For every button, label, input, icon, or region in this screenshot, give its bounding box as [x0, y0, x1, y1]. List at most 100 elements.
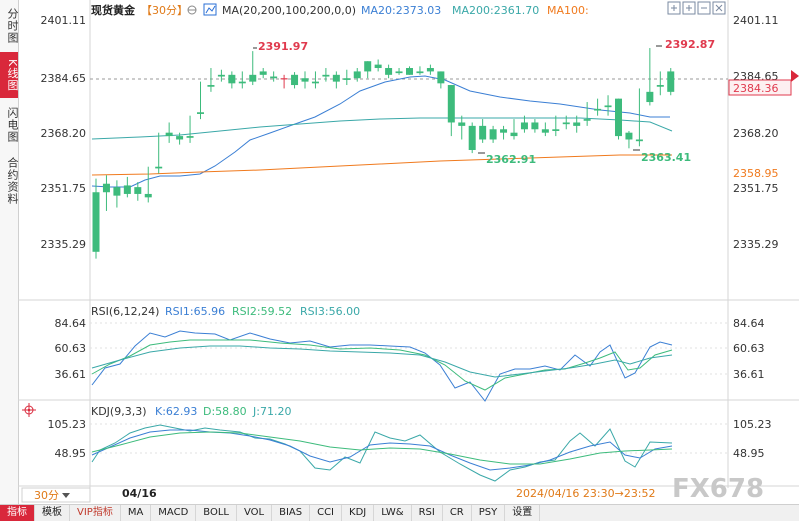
kdj-k-line — [91, 429, 673, 471]
candle — [385, 64, 393, 79]
candle — [186, 115, 194, 143]
candle — [635, 88, 643, 147]
tab-templates[interactable]: 模板 — [35, 505, 70, 521]
candle-body — [479, 125, 487, 140]
tab-macd[interactable]: MACD — [151, 505, 197, 521]
candle — [500, 125, 508, 140]
ma200-value: MA200:2361.70 — [452, 4, 539, 17]
tab-rsi[interactable]: RSI — [412, 505, 443, 521]
candle-body — [92, 192, 100, 252]
scroll-right-icon[interactable] — [791, 70, 799, 82]
candle-body — [280, 78, 288, 80]
kdj-title: KDJ(9,3,3) — [91, 405, 147, 418]
low-marker-2: 2363.41 — [633, 149, 691, 164]
candle-body — [301, 78, 309, 82]
period-selector[interactable] — [21, 487, 91, 503]
candle-body — [249, 74, 257, 82]
candle — [520, 115, 528, 133]
candle — [144, 166, 152, 203]
candle-body — [144, 193, 152, 198]
candle-body — [238, 81, 246, 84]
candle — [249, 51, 257, 86]
rsi1-value: RSI1:65.96 — [165, 305, 225, 318]
candle-body — [594, 108, 602, 111]
candle-body — [364, 61, 372, 72]
candle-body — [437, 71, 445, 84]
tab-settings[interactable]: 设置 — [505, 505, 541, 521]
rsi3-value: RSI3:56.00 — [300, 305, 360, 318]
candle — [667, 68, 675, 96]
indicator-config-icon[interactable] — [203, 3, 217, 16]
candle — [416, 66, 424, 75]
candle-body — [406, 68, 413, 75]
kdj-tick-right: 105.23 — [733, 418, 772, 431]
candle-body — [416, 71, 424, 74]
candle — [395, 68, 403, 75]
candle-body — [667, 71, 675, 92]
candle-body — [520, 122, 528, 130]
candle — [270, 71, 278, 82]
chevron-down-icon[interactable] — [62, 493, 70, 498]
sidebar-item-kline[interactable]: K线图 — [0, 52, 19, 98]
candle-body — [113, 187, 121, 196]
rsi-tick-right: 84.64 — [733, 317, 765, 330]
price-tick-right: 2335.29 — [733, 238, 779, 251]
tab-ma[interactable]: MA — [121, 505, 152, 521]
candle-body — [291, 74, 299, 86]
candle-body — [197, 112, 204, 114]
tab-indicators[interactable]: 指标 — [0, 505, 35, 521]
ma100-line — [91, 154, 672, 176]
sidebar-item-contract-info[interactable]: 合约资料 — [6, 157, 19, 205]
candle-body — [270, 76, 278, 79]
candle — [322, 68, 330, 82]
period-label: 【30分】 — [141, 4, 188, 17]
time-range-label: 2024/04/16 23:30→23:52 — [516, 487, 656, 500]
tab-lwr[interactable]: LW& — [374, 505, 412, 521]
candle — [541, 122, 549, 137]
candle-body — [102, 183, 110, 193]
price-tick-right: 2368.20 — [733, 127, 779, 140]
rsi-tick-right: 36.61 — [733, 368, 765, 381]
tab-vip-indicators[interactable]: VIP指标 — [70, 505, 121, 521]
rsi-title: RSI(6,12,24) — [91, 305, 159, 318]
sidebar-item-flash[interactable]: 闪电图 — [6, 107, 19, 143]
rsi-tick-left: 84.64 — [55, 317, 87, 330]
tab-kdj[interactable]: KDJ — [342, 505, 375, 521]
crosshair-icon[interactable] — [22, 403, 36, 417]
kdj-j-line — [91, 424, 673, 482]
candle-body — [322, 74, 330, 77]
candle — [426, 64, 434, 75]
candle — [437, 71, 445, 89]
tab-psy[interactable]: PSY — [472, 505, 506, 521]
ma200-line — [91, 117, 673, 140]
sidebar-item-timeshare[interactable]: 分时图 — [6, 8, 19, 44]
candle-body — [165, 132, 173, 137]
settings-icon[interactable] — [187, 5, 197, 15]
kline-chart[interactable]: 现货黄金 【30分】 MA(20,200,100,200,0,0) MA20:2… — [0, 0, 799, 504]
candle-body — [583, 119, 591, 121]
kdj-d-line — [91, 431, 673, 465]
candle-body — [510, 132, 518, 137]
candlestick-series — [92, 48, 675, 259]
period-selector-label[interactable]: 30分 — [34, 489, 59, 502]
price-tick-left: 2335.29 — [41, 238, 87, 251]
candle — [123, 176, 131, 198]
ma20-value: MA20:2373.03 — [361, 4, 441, 17]
candle-body — [155, 166, 163, 169]
candle — [531, 119, 539, 133]
price-tick-right: 2401.11 — [733, 14, 779, 27]
tab-cr[interactable]: CR — [443, 505, 472, 521]
price-tick-left: 2384.65 — [41, 72, 87, 85]
price-tick-left: 2401.11 — [41, 14, 87, 27]
candle — [594, 98, 602, 116]
tab-vol[interactable]: VOL — [237, 505, 273, 521]
candle — [468, 122, 476, 154]
candle — [646, 48, 654, 106]
ma-params: MA(20,200,100,200,0,0) — [222, 4, 356, 17]
tab-cci[interactable]: CCI — [310, 505, 343, 521]
candle — [197, 81, 204, 120]
tab-bias[interactable]: BIAS — [272, 505, 311, 521]
candle — [259, 68, 267, 79]
tab-boll[interactable]: BOLL — [196, 505, 237, 521]
candle-body — [468, 125, 476, 151]
